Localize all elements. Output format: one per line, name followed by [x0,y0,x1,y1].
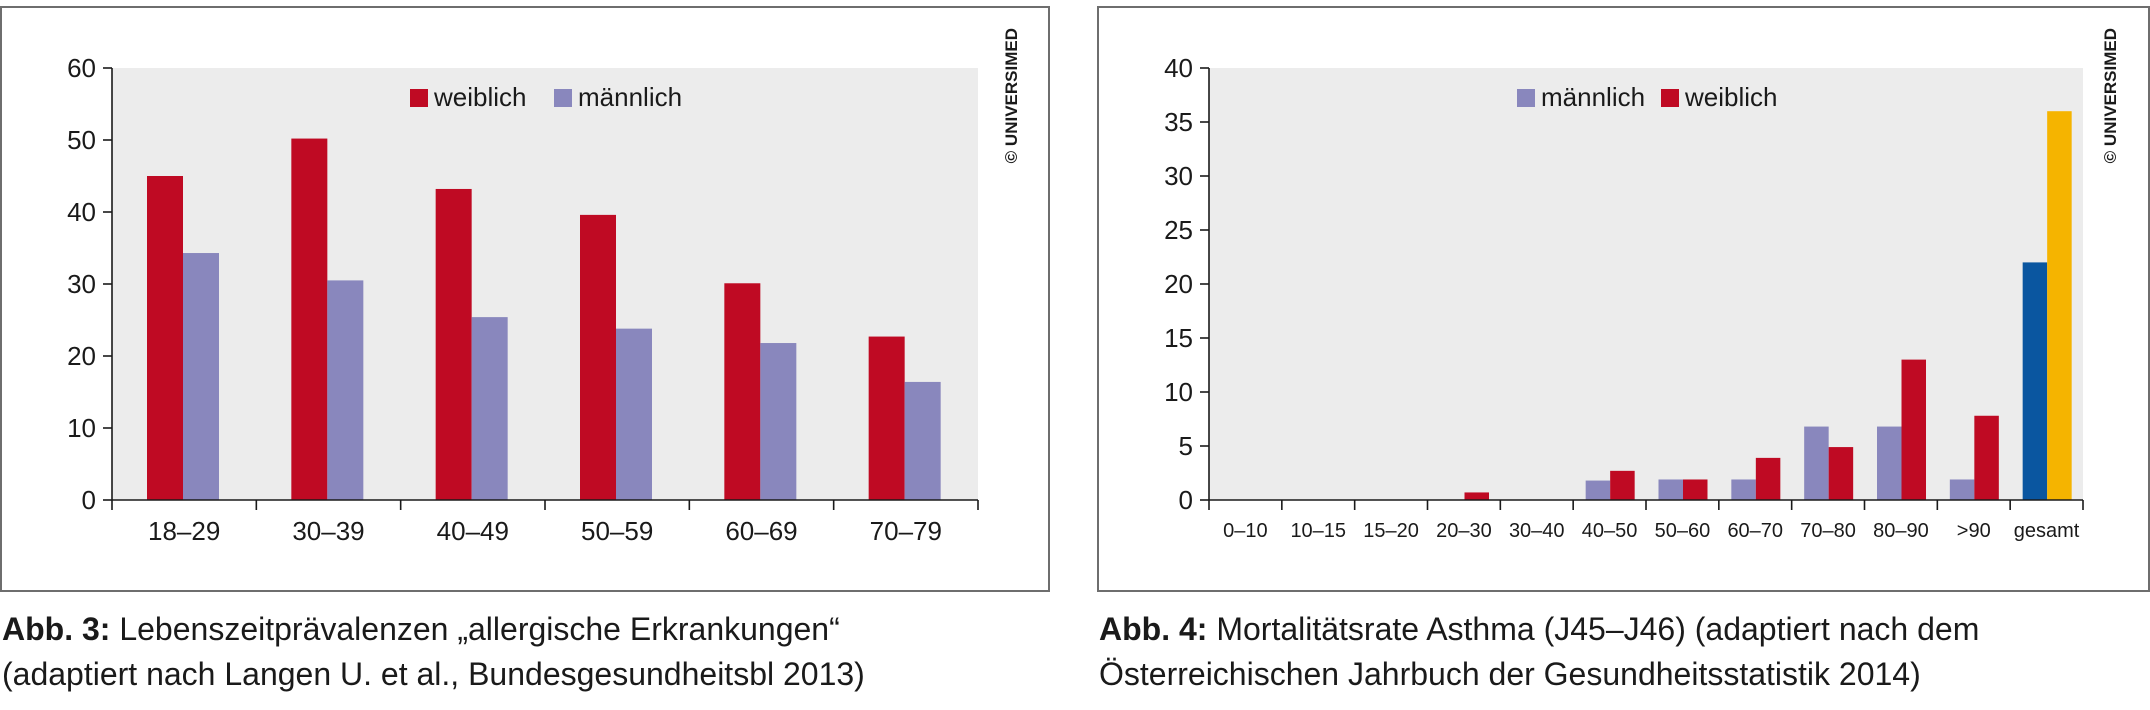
caption-line: (adaptiert nach Langen U. et al., Bundes… [2,656,865,692]
bar [1610,470,1635,500]
bar [760,343,797,500]
caption-line: Mortalitätsrate Asthma (J45–J46) (adapti… [1216,611,1980,647]
bar [471,317,508,500]
legend-swatch [554,89,572,107]
legend-label: weiblich [1684,82,1778,112]
bar [1683,479,1708,500]
bar [435,188,472,500]
figure-4-panel: 0–10 10–15 15–20 20–30 30–40 40–50 50–60 60–70 7… [1097,6,2150,592]
x-tick-label: 30–40 [1509,520,1565,542]
caption-line: Österreichischen Jahrbuch der Gesundheit… [1099,656,1921,692]
x-tick-label: 0–10 [1223,520,1268,542]
legend-swatch [1661,89,1679,107]
caption-label: Abb. 3: [2,611,111,647]
chart-asthma-mortality: 0–10 10–15 15–20 20–30 30–40 40–50 50–60 60–70 7… [1164,28,2120,542]
bar [1804,426,1829,500]
bar [1585,480,1611,500]
legend-swatch [410,89,428,107]
bar [1755,457,1781,500]
bar [147,176,183,500]
y-tick-label: 0 [82,485,96,515]
legend-label: weiblich [433,82,527,112]
bar [724,283,761,500]
bar [1949,479,1975,500]
x-tick-label: 70–80 [1800,520,1856,542]
y-tick-label: 40 [1164,53,1193,83]
x-tick-label: 30–39 [292,516,364,546]
plot-area [1209,68,2083,500]
figure-3-panel: 18–29 30–39 40–49 50–59 60–69 70–79 0 10 20 30 40 5… [0,6,1050,592]
x-tick-label: 50–59 [581,516,653,546]
bar [1877,426,1902,500]
y-tick-label: 30 [1164,161,1193,191]
x-tick-label: 60–70 [1727,520,1783,542]
x-tick-label: 60–69 [725,516,797,546]
bar [580,214,616,500]
bar [1974,415,1999,500]
bar [1658,479,1683,500]
figure-4-caption: Abb. 4: Mortalitätsrate Asthma (J45–J46)… [1099,607,2144,697]
y-tick-label: 0 [1179,485,1193,515]
y-tick-label: 10 [67,413,96,443]
legend-label: männlich [1541,82,1645,112]
y-tick-label: 40 [67,197,96,227]
y-tick-label: 60 [67,53,96,83]
x-tick-label: gesamt [2014,520,2080,542]
x-tick-label: 18–29 [148,516,220,546]
bar [2047,111,2072,500]
bar [2022,262,2048,500]
y-tick-label: 30 [67,269,96,299]
x-tick-label: 20–30 [1436,520,1492,542]
bar [1828,447,1854,500]
x-tick-label: 50–60 [1655,520,1711,542]
bar [1464,492,1489,500]
x-tick-label: 80–90 [1873,520,1929,542]
x-tick-label: >90 [1957,520,1991,542]
caption-label: Abb. 4: [1099,611,1208,647]
caption-line: Lebenszeitprävalenzen „allergische Erkra… [119,611,840,647]
figure-3-caption: Abb. 3: Lebenszeitprävalenzen „allergisc… [2,607,1042,697]
bar [1731,479,1756,500]
plot-area [112,68,978,500]
copyright-text: © UNIVERSIMED [1002,28,1021,163]
bar [327,280,364,500]
bar [291,138,328,500]
bar [1901,359,1926,500]
legend-swatch [1517,89,1535,107]
x-tick-label: 70–79 [870,516,942,546]
bar [868,336,905,500]
y-tick-label: 10 [1164,377,1193,407]
y-tick-label: 20 [67,341,96,371]
y-tick-label: 5 [1179,431,1193,461]
bar [904,381,941,500]
copyright-text: © UNIVERSIMED [2101,28,2120,163]
x-tick-label: 40–50 [1582,520,1638,542]
y-tick-label: 50 [67,125,96,155]
legend-label: männlich [578,82,682,112]
y-tick-label: 15 [1164,323,1193,353]
chart-allergic-prevalence: 18–29 30–39 40–49 50–59 60–69 70–79 0 10 20 30 40 5… [67,28,1021,546]
y-tick-label: 20 [1164,269,1193,299]
x-tick-label: 10–15 [1290,520,1346,542]
y-tick-label: 25 [1164,215,1193,245]
x-tick-label: 40–49 [437,516,509,546]
bar [616,328,652,500]
y-tick-label: 35 [1164,107,1193,137]
bar [183,253,219,500]
x-tick-label: 15–20 [1363,520,1419,542]
